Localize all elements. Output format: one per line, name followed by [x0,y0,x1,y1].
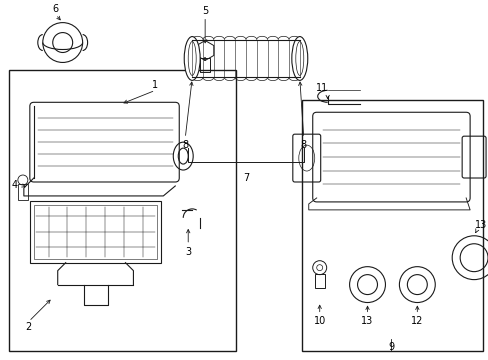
Text: 8: 8 [300,140,306,150]
Text: 13: 13 [474,220,486,230]
Bar [200,58,210,72]
Text: 8: 8 [182,140,188,150]
Bar [18,184,28,200]
Bar [34,205,157,259]
Text: 2: 2 [26,323,32,332]
Text: 5: 5 [202,6,208,15]
Text: 7: 7 [243,173,248,183]
Text: 10: 10 [313,316,325,327]
Bar [9,71,236,351]
Ellipse shape [184,37,200,80]
Text: 12: 12 [410,316,423,327]
Bar [30,201,161,263]
Text: 4: 4 [12,180,18,190]
Text: 9: 9 [387,342,394,352]
Text: 11: 11 [315,84,327,93]
Text: 3: 3 [185,247,191,257]
Ellipse shape [291,37,307,80]
Bar [301,100,482,351]
Text: 1: 1 [152,80,158,90]
Text: 6: 6 [53,4,59,14]
Text: 13: 13 [361,316,373,327]
Bar [314,274,324,288]
